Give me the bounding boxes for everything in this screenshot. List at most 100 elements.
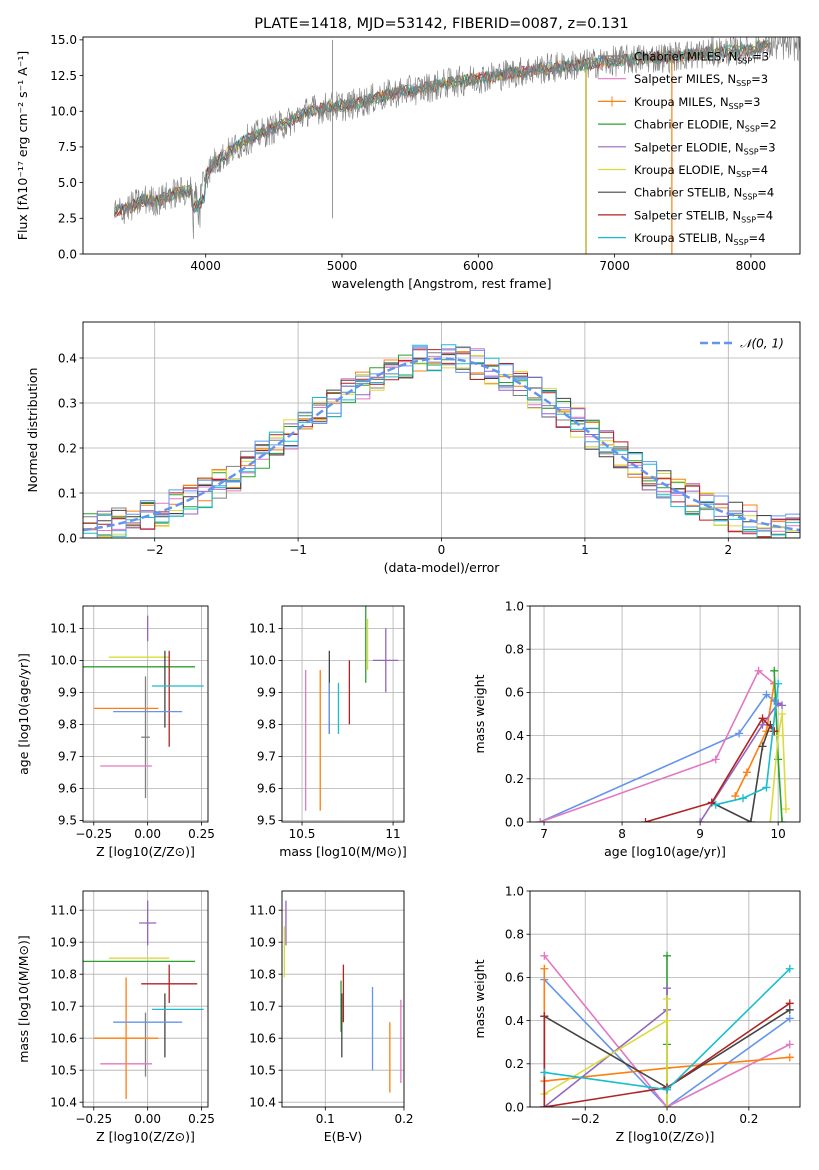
y-tick-label: 10.5: [50, 1064, 77, 1078]
x-tick-label: 0.25: [188, 827, 215, 841]
series-line: [711, 722, 775, 822]
data-point: [781, 805, 790, 814]
series-line: [769, 713, 787, 822]
x-tick-label: 0.00: [134, 827, 161, 841]
y-tick-label: 15.0: [50, 33, 77, 47]
axes-mass_vs_ebv: 0.1 0.2 10.4 10.5 10.6 10.7 10.8 10.9 11.0 E(B-V): [249, 890, 414, 1144]
y-tick-label: 0.1: [58, 486, 77, 500]
data-point: [663, 995, 672, 1003]
legend-label: Chabrier MILES, NSSP=3: [634, 50, 769, 66]
x-tick-label: −1: [289, 543, 307, 557]
x-tick-label: 6000: [463, 259, 494, 273]
y-tick-label: 10.4: [50, 1096, 77, 1110]
x-tick-label: 1: [581, 543, 589, 557]
series-line: [543, 979, 791, 1107]
data-point: [746, 818, 755, 822]
x-axis-label: E(B-V): [324, 1129, 363, 1144]
y-tick-label: 11.0: [50, 904, 77, 918]
x-tick-label: 7000: [599, 259, 630, 273]
data-point: [770, 727, 779, 736]
y-axis-label: age [log10(age/yr)]: [16, 653, 31, 775]
data-point: [770, 666, 779, 675]
legend-label: Kroupa STELIB, NSSP=4: [634, 231, 765, 247]
data-point: [663, 984, 672, 993]
y-tick-label: 9.6: [58, 782, 77, 796]
y-tick-label: 0.2: [505, 1057, 524, 1071]
plot-area: [530, 891, 800, 1107]
y-tick-label: 0.8: [505, 643, 524, 657]
x-axis-label: mass [log10(M/M⊙)]: [279, 844, 407, 859]
data-point: [663, 1103, 672, 1107]
y-tick-label: 0.0: [505, 1100, 524, 1114]
data-point: [774, 679, 783, 688]
y-tick-label: 10.9: [249, 936, 276, 950]
data-point: [785, 999, 794, 1008]
y-tick-label: 10.5: [249, 1064, 276, 1078]
data-point: [536, 818, 545, 822]
y-tick-label: 9.6: [257, 782, 276, 796]
x-tick-label: 0.2: [739, 1112, 758, 1126]
y-tick-label: 0.4: [505, 1014, 524, 1028]
y-tick-label: 10.8: [249, 968, 276, 982]
data-point: [540, 1068, 549, 1077]
data-point: [540, 964, 549, 973]
y-tick-label: 10.1: [249, 622, 276, 636]
data-point: [766, 818, 775, 822]
x-tick-label: 10.5: [289, 827, 316, 841]
legend: 𝒩(0, 1): [700, 337, 784, 351]
y-tick-label: 10.4: [249, 1096, 276, 1110]
plot-area: [282, 891, 404, 1107]
series-line: [645, 716, 775, 822]
x-axis-label: Z [log10(Z/Z⊙)]: [96, 1129, 195, 1144]
y-tick-label: 0.6: [505, 971, 524, 985]
plot-area: [83, 322, 800, 538]
legend-label: Chabrier ELODIE, NSSP=2: [634, 118, 777, 134]
x-tick-label: 0: [438, 543, 446, 557]
data-point: [663, 951, 672, 960]
x-tick-label: −0.2: [571, 1112, 600, 1126]
y-tick-label: 9.8: [58, 718, 77, 732]
data-point: [711, 800, 720, 809]
y-tick-label: 9.7: [58, 750, 77, 764]
y-tick-label: 0.0: [505, 815, 524, 829]
data-point: [778, 818, 787, 822]
series-line: [543, 999, 668, 1107]
axes-frame: [281, 890, 405, 1108]
y-tick-label: 1.0: [505, 884, 524, 898]
chart-title: PLATE=1418, MJD=53142, FIBERID=0087, z=0…: [254, 16, 628, 32]
y-tick-label: 9.5: [257, 814, 276, 828]
legend-label: Kroupa MILES, NSSP=3: [634, 95, 760, 111]
data-point: [696, 818, 705, 822]
x-axis-label: (data-model)/error: [384, 560, 501, 575]
series-line: [539, 693, 775, 822]
y-tick-label: 9.9: [58, 686, 77, 700]
y-tick-label: 10.6: [249, 1032, 276, 1046]
y-tick-label: 0.3: [58, 396, 77, 410]
y-tick-label: 10.0: [50, 105, 77, 119]
x-tick-label: 10: [771, 827, 786, 841]
axes-frame: [82, 321, 801, 539]
y-tick-label: 10.6: [50, 1032, 77, 1046]
x-tick-label: 9: [696, 827, 704, 841]
data-point: [785, 964, 794, 973]
x-tick-label: 0.0: [657, 1112, 676, 1126]
y-tick-label: 5.0: [58, 176, 77, 190]
y-tick-label: 0.4: [58, 351, 77, 365]
y-tick-label: 12.5: [50, 69, 77, 83]
x-tick-label: −2: [146, 543, 164, 557]
y-axis-label: mass [log10(M/M⊙)]: [16, 935, 31, 1063]
legend-label: Kroupa ELODIE, NSSP=4: [634, 163, 768, 179]
axes-spectrum: 4000 5000 6000 7000 8000 0.0 2.5 5.0 7.5 10.0 12.5…: [15, 33, 801, 291]
x-tick-label: 11: [385, 827, 400, 841]
y-tick-label: 1.0: [505, 599, 524, 613]
data-point: [778, 701, 787, 710]
axes-frame: [529, 890, 801, 1108]
x-axis-label: wavelength [Angstrom, rest frame]: [331, 276, 551, 291]
y-axis-label: mass weight: [472, 674, 487, 753]
data-point: [540, 1103, 549, 1107]
plot-area: [83, 606, 208, 822]
y-tick-label: 2.5: [58, 212, 77, 226]
axes-mass_vs_Z: −0.25 0.00 0.25 10.4 10.5 10.6 10.7 10.8 10.9 11.…: [16, 890, 215, 1144]
y-tick-label: 10.0: [50, 654, 77, 668]
series-line: [543, 1002, 791, 1107]
